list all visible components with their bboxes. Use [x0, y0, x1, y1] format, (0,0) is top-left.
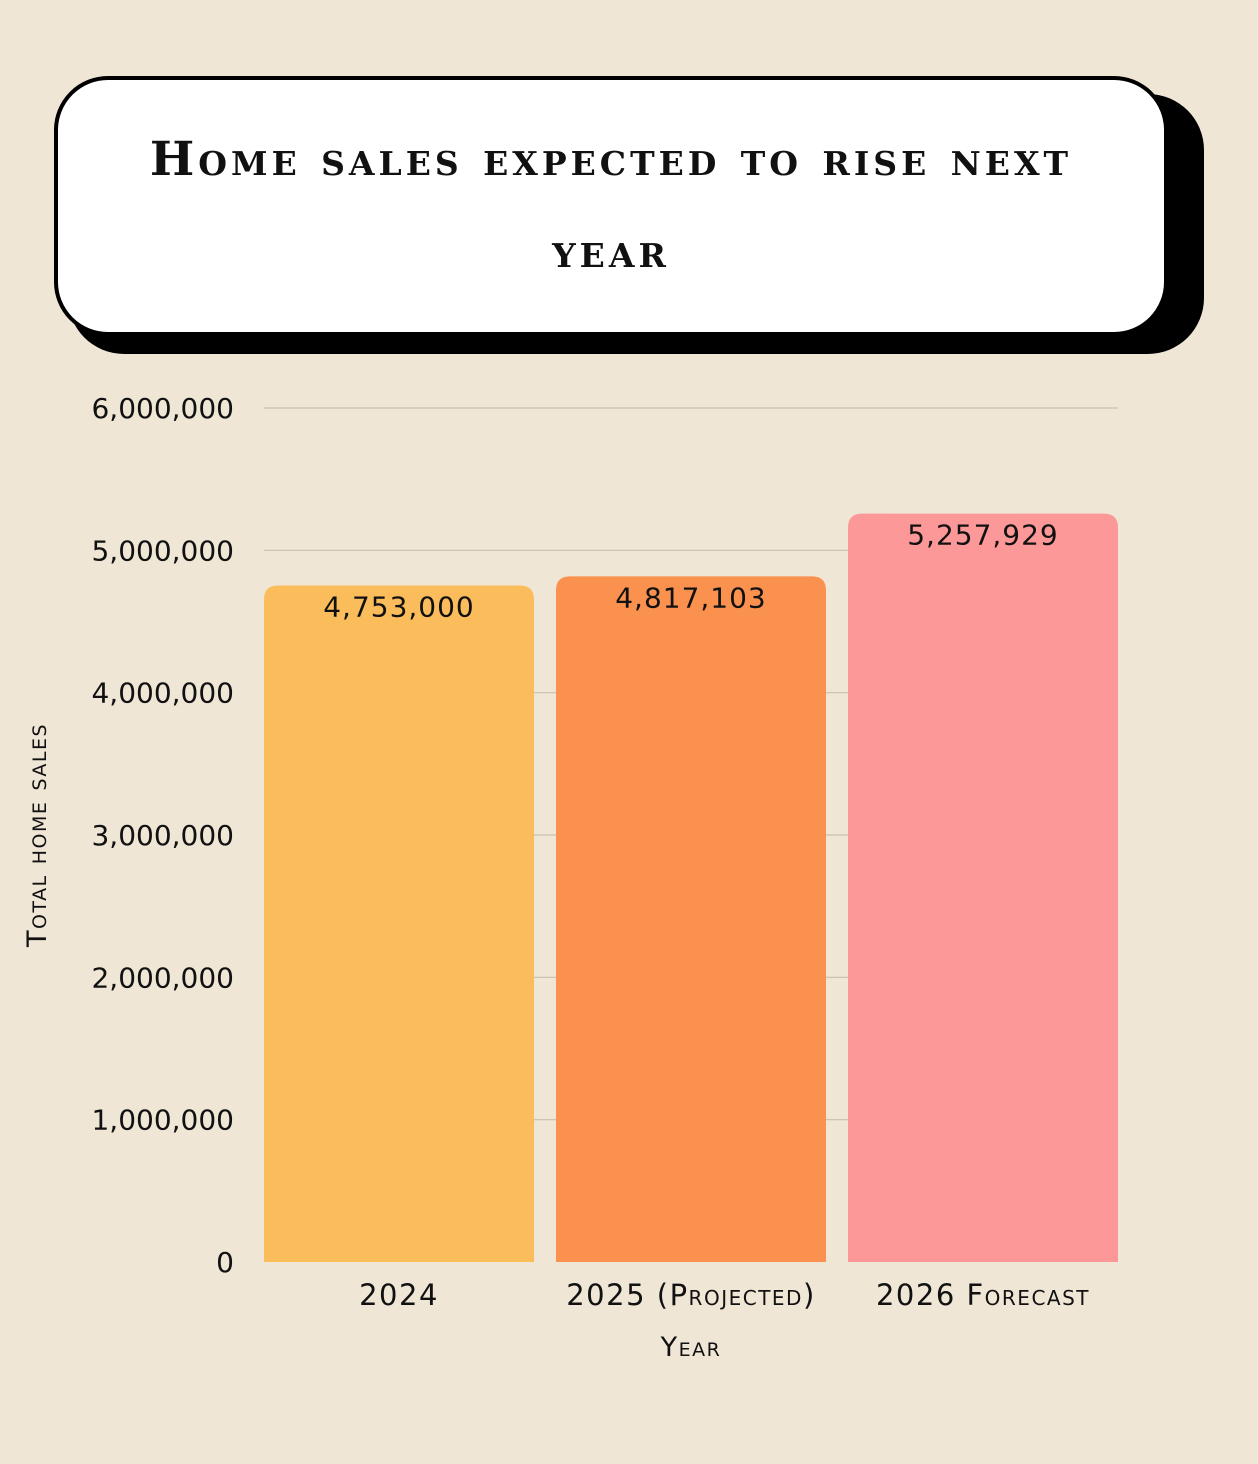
- x-axis-ticks: 2024 2025 (Projected) 2026 Forecast: [359, 1278, 1090, 1312]
- data-label: 4,753,000: [323, 590, 475, 623]
- x-tick-label: 2024: [359, 1278, 439, 1312]
- y-tick-label: 4,000,000: [91, 677, 234, 710]
- bar-2026: [848, 513, 1118, 1262]
- y-axis-ticks: 0 1,000,000 2,000,000 3,000,000 4,000,000 5,0…: [91, 392, 234, 1279]
- y-tick-label: 3,000,000: [91, 819, 234, 852]
- bars: [264, 513, 1118, 1262]
- y-tick-label: 1,000,000: [91, 1104, 234, 1137]
- x-tick-label: 2025 (Projected): [566, 1278, 816, 1312]
- y-tick-label: 6,000,000: [91, 392, 234, 425]
- x-axis-title: Year: [660, 1332, 722, 1363]
- y-tick-label: 0: [216, 1246, 234, 1279]
- title-card: Home sales expected to rise next year: [54, 76, 1168, 336]
- data-label: 5,257,929: [907, 519, 1059, 552]
- data-labels: 4,753,000 4,817,103 5,257,929: [323, 519, 1059, 624]
- bar-2024: [264, 585, 534, 1262]
- y-tick-label: 2,000,000: [91, 961, 234, 994]
- data-label: 4,817,103: [615, 581, 767, 614]
- chart-title: Home sales expected to rise next year: [149, 132, 1073, 279]
- bar-2025: [556, 576, 826, 1262]
- y-tick-label: 5,000,000: [91, 534, 234, 567]
- y-axis-title: Total home sales: [22, 723, 53, 948]
- x-tick-label: 2026 Forecast: [876, 1278, 1090, 1312]
